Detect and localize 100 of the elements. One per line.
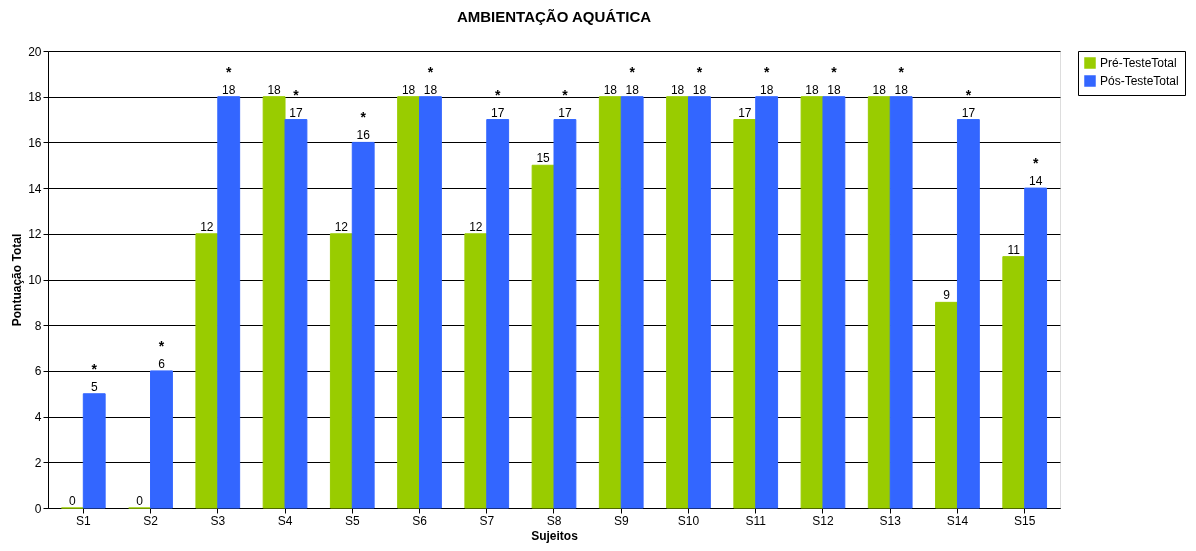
annotation: * xyxy=(427,63,434,80)
data-label: 5 xyxy=(90,379,98,394)
data-label: 11 xyxy=(1007,242,1021,257)
bar xyxy=(687,96,711,509)
bar xyxy=(822,96,846,509)
bar xyxy=(351,141,375,509)
bar xyxy=(1024,187,1048,509)
annotation: * xyxy=(696,63,703,80)
data-label: 15 xyxy=(536,151,551,166)
annotation: * xyxy=(1032,155,1039,172)
data-label: 17 xyxy=(289,105,303,120)
annotation: * xyxy=(965,86,972,103)
data-label: 18 xyxy=(759,82,774,97)
x-axis-title: Sujeitos xyxy=(531,528,579,543)
bar xyxy=(935,301,958,509)
bar xyxy=(755,96,779,509)
bar xyxy=(82,393,106,509)
x-tick-label: S10 xyxy=(677,513,700,528)
bar xyxy=(150,370,173,509)
y-tick-label: 2 xyxy=(34,455,42,470)
bar xyxy=(889,96,913,509)
data-label: 18 xyxy=(872,82,887,97)
y-axis-title: Pontuação Total xyxy=(10,233,25,327)
bar xyxy=(329,233,353,509)
x-tick-label: S9 xyxy=(613,513,629,528)
bar xyxy=(284,119,308,509)
data-label: 18 xyxy=(423,82,438,97)
legend-label: Pós-TesteTotal xyxy=(1100,74,1179,88)
y-tick-label: 4 xyxy=(34,410,42,425)
x-tick-label: S2 xyxy=(143,513,159,528)
annotation: * xyxy=(629,63,636,80)
data-label: 9 xyxy=(943,288,951,303)
data-label: 0 xyxy=(69,494,77,508)
y-tick-label: 6 xyxy=(34,364,42,379)
data-label: 18 xyxy=(267,82,282,97)
bar xyxy=(956,119,980,509)
annotation: * xyxy=(831,63,838,80)
y-tick-label: 8 xyxy=(34,318,42,333)
data-label: 18 xyxy=(401,82,416,97)
data-label: 18 xyxy=(670,82,685,97)
bar xyxy=(419,96,442,509)
annotation: * xyxy=(91,360,98,377)
x-tick-label: S6 xyxy=(412,513,428,528)
y-tick-label: 20 xyxy=(28,44,42,59)
annotation: * xyxy=(158,337,165,354)
bar xyxy=(195,233,219,509)
x-tick-label: S3 xyxy=(210,513,226,528)
data-label: 0 xyxy=(136,494,144,508)
data-label: 18 xyxy=(222,82,236,97)
y-tick-label: 16 xyxy=(28,135,42,150)
data-label: 6 xyxy=(158,356,166,371)
data-label: 12 xyxy=(469,219,483,234)
y-tick-label: 10 xyxy=(28,273,42,287)
bar xyxy=(217,96,241,509)
data-label: 17 xyxy=(491,105,505,120)
bar xyxy=(800,96,824,509)
annotation: * xyxy=(360,109,367,126)
data-label: 12 xyxy=(200,219,214,234)
x-tick-label: S5 xyxy=(344,513,360,528)
bar xyxy=(486,119,510,509)
bar xyxy=(733,119,757,509)
bar xyxy=(1002,256,1026,509)
data-label: 17 xyxy=(738,105,752,120)
y-tick-label: 14 xyxy=(28,181,42,196)
annotation: * xyxy=(562,86,569,103)
x-tick-label: S13 xyxy=(879,513,902,528)
x-tick-label: S15 xyxy=(1014,513,1036,528)
x-tick-label: S11 xyxy=(745,513,767,528)
data-label: 18 xyxy=(625,82,640,97)
x-tick-label: S4 xyxy=(277,513,293,528)
data-label: 17 xyxy=(961,105,976,120)
bar xyxy=(531,164,555,509)
data-label: 17 xyxy=(558,105,572,120)
annotation: * xyxy=(763,63,770,80)
data-label: 18 xyxy=(603,82,618,97)
bar xyxy=(262,96,286,509)
legend-label: Pré-TesteTotal xyxy=(1100,56,1177,70)
bar xyxy=(867,96,891,509)
bar xyxy=(666,96,689,509)
annotation: * xyxy=(494,86,501,103)
x-tick-label: S8 xyxy=(546,513,562,528)
data-label: 18 xyxy=(827,82,841,97)
x-tick-label: S7 xyxy=(479,513,495,528)
bar xyxy=(397,96,421,509)
y-tick-label: 18 xyxy=(28,90,42,105)
data-label: 18 xyxy=(894,82,909,97)
data-label: 14 xyxy=(1028,174,1043,189)
data-label: 18 xyxy=(805,82,820,97)
x-tick-label: S12 xyxy=(812,513,834,528)
annotation: * xyxy=(225,63,232,80)
x-tick-label: S1 xyxy=(75,513,91,528)
chart-title: AMBIENTAÇÃO AQUÁTICA xyxy=(456,8,652,25)
bar xyxy=(464,233,488,509)
x-tick-label: S14 xyxy=(946,513,969,528)
y-tick-label: 0 xyxy=(34,501,42,516)
data-label: 12 xyxy=(334,219,349,234)
bar xyxy=(620,96,644,509)
data-label: 18 xyxy=(692,82,707,97)
y-tick-label: 12 xyxy=(28,227,42,242)
annotation: * xyxy=(898,63,905,80)
